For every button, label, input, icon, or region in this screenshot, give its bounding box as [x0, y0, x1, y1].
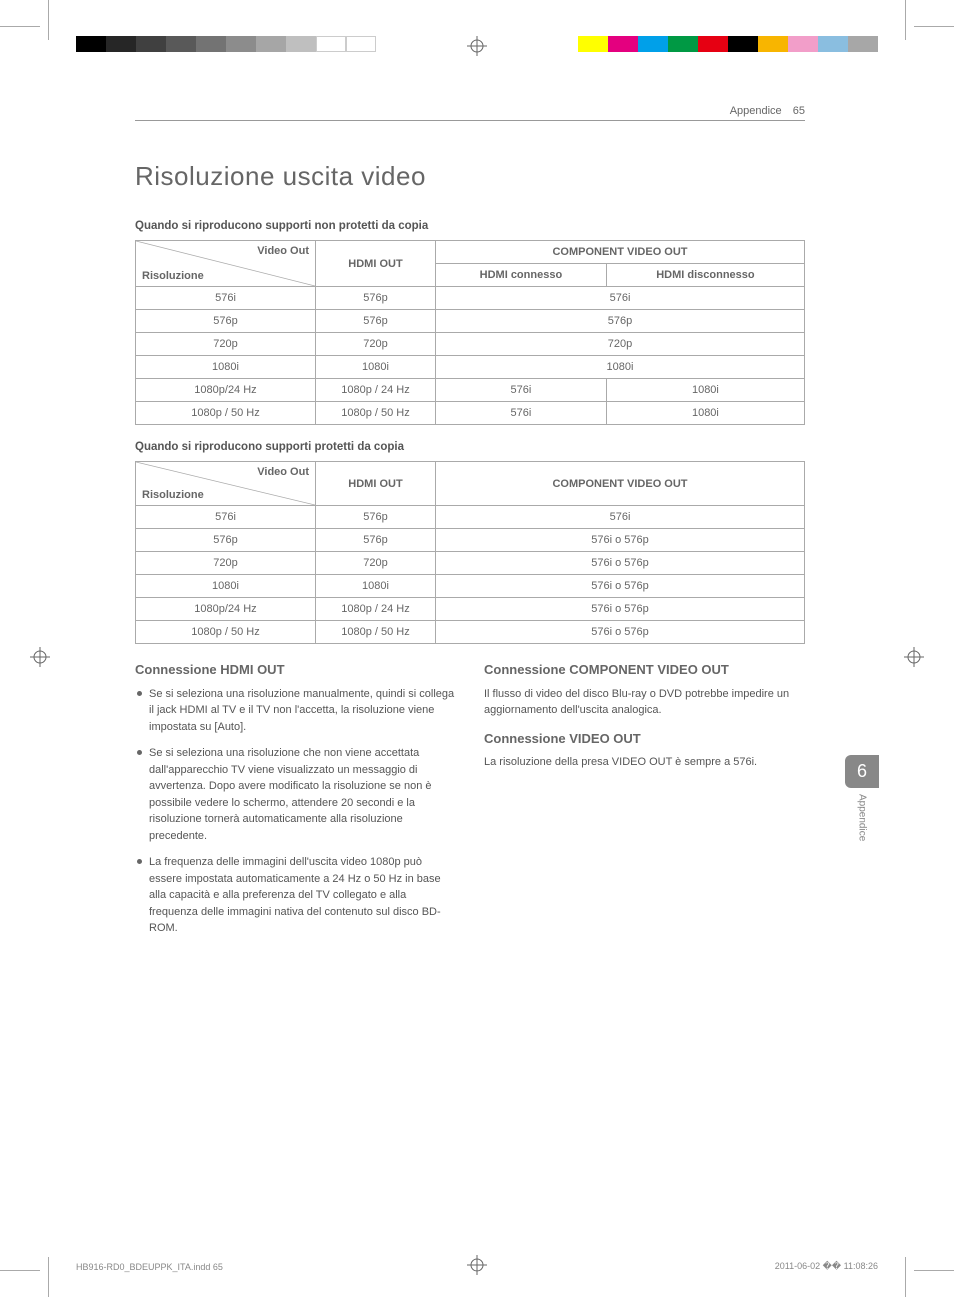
header-section: Appendice	[730, 105, 782, 117]
cell-hdmi: 720p	[316, 333, 436, 356]
cell-hdmi: 576p	[316, 529, 436, 552]
registration-mark-icon	[30, 647, 50, 667]
cell-res: 1080i	[136, 575, 316, 598]
component-heading: Connessione COMPONENT VIDEO OUT	[484, 660, 805, 680]
header-page-num: 65	[793, 105, 805, 117]
cell-res: 720p	[136, 552, 316, 575]
cell-hdmi: 1080i	[316, 356, 436, 379]
side-chapter-label: Appendice	[857, 794, 868, 841]
side-tab: 6 Appendice	[845, 755, 879, 841]
cell-comp: 1080i	[436, 356, 805, 379]
resolution-table-1: Video Out Risoluzione HDMI OUT COMPONENT…	[135, 240, 805, 425]
cell-res: 576p	[136, 310, 316, 333]
cell-hdmi: 1080i	[316, 575, 436, 598]
page-header: Appendice 65	[135, 105, 805, 121]
cell-res: 576i	[136, 287, 316, 310]
cell-hdmi: 576p	[316, 506, 436, 529]
th-hdmi-out: HDMI OUT	[316, 241, 436, 287]
cell-comp: 576p	[436, 310, 805, 333]
cell-comp: 720p	[436, 333, 805, 356]
cell-res: 1080p / 50 Hz	[136, 621, 316, 644]
side-chapter-num: 6	[845, 755, 879, 788]
th-hdmi-out: HDMI OUT	[316, 462, 436, 506]
th-component-out: COMPONENT VIDEO OUT	[436, 241, 805, 264]
cell-comp-disc: 1080i	[606, 402, 804, 425]
cell-hdmi: 576p	[316, 287, 436, 310]
cell-res: 1080p/24 Hz	[136, 598, 316, 621]
cell-hdmi: 576p	[316, 310, 436, 333]
print-color-bar-right	[578, 36, 878, 52]
th-risoluzione: Risoluzione	[142, 270, 204, 282]
videoout-text: La risoluzione della presa VIDEO OUT è s…	[484, 754, 805, 771]
cell-comp-disc: 1080i	[606, 379, 804, 402]
component-text: Il flusso di video del disco Blu-ray o D…	[484, 686, 805, 719]
th-video-out: Video Out	[257, 466, 309, 478]
cell-hdmi: 1080p / 24 Hz	[316, 598, 436, 621]
footer-file: HB916-RD0_BDEUPPK_ITA.indd 65	[76, 1262, 223, 1272]
bullet-item: La frequenza delle immagini dell'uscita …	[135, 854, 456, 937]
th-hdmi-disc: HDMI disconnesso	[606, 264, 804, 287]
table1-caption: Quando si riproducono supporti non prote…	[135, 220, 805, 232]
cell-c: 576i o 576p	[436, 552, 805, 575]
cell-res: 1080i	[136, 356, 316, 379]
cell-hdmi: 1080p / 50 Hz	[316, 621, 436, 644]
cell-c: 576i o 576p	[436, 575, 805, 598]
cell-res: 720p	[136, 333, 316, 356]
registration-mark-icon	[904, 647, 924, 667]
cell-hdmi: 720p	[316, 552, 436, 575]
bullet-item: Se si seleziona una risoluzione che non …	[135, 745, 456, 844]
resolution-table-2: Video Out Risoluzione HDMI OUT COMPONENT…	[135, 461, 805, 644]
th-risoluzione: Risoluzione	[142, 489, 204, 501]
cell-c: 576i o 576p	[436, 621, 805, 644]
cell-c: 576i	[436, 506, 805, 529]
cell-comp-conn: 576i	[436, 402, 607, 425]
bullet-item: Se si seleziona una risoluzione manualme…	[135, 686, 456, 736]
cell-res: 1080p / 50 Hz	[136, 402, 316, 425]
cell-res: 1080p/24 Hz	[136, 379, 316, 402]
registration-mark-icon	[467, 36, 487, 56]
hdmi-heading: Connessione HDMI OUT	[135, 660, 456, 680]
cell-c: 576i o 576p	[436, 598, 805, 621]
videoout-heading: Connessione VIDEO OUT	[484, 729, 805, 749]
cell-hdmi: 1080p / 50 Hz	[316, 402, 436, 425]
footer-time: 2011-06-02 �� 11:08:26	[775, 1261, 878, 1272]
th-hdmi-conn: HDMI connesso	[436, 264, 607, 287]
cell-res: 576p	[136, 529, 316, 552]
cell-c: 576i o 576p	[436, 529, 805, 552]
print-color-bar-left	[76, 36, 376, 52]
cell-comp: 576i	[436, 287, 805, 310]
cell-res: 576i	[136, 506, 316, 529]
print-footer: HB916-RD0_BDEUPPK_ITA.indd 65 2011-06-02…	[76, 1261, 878, 1272]
page-title: Risoluzione uscita video	[135, 161, 805, 192]
table2-caption: Quando si riproducono supporti protetti …	[135, 441, 805, 453]
th-video-out: Video Out	[257, 245, 309, 257]
th-component-out: COMPONENT VIDEO OUT	[436, 462, 805, 506]
cell-hdmi: 1080p / 24 Hz	[316, 379, 436, 402]
cell-comp-conn: 576i	[436, 379, 607, 402]
